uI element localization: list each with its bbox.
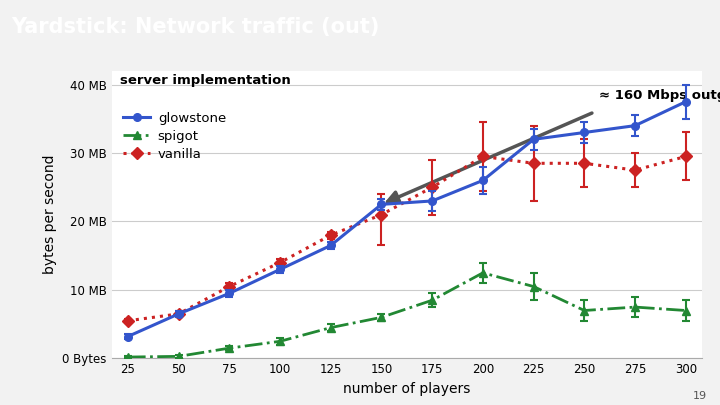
Text: ≈ 160 Mbps outgoing: ≈ 160 Mbps outgoing [598,89,720,102]
Text: 19: 19 [693,391,707,401]
Y-axis label: bytes per second: bytes per second [42,155,57,275]
X-axis label: number of players: number of players [343,382,470,396]
Text: Yardstick: Network traffic (out): Yardstick: Network traffic (out) [11,17,379,37]
Legend: glowstone, spigot, vanilla: glowstone, spigot, vanilla [118,106,231,166]
Text: server implementation: server implementation [120,74,291,87]
